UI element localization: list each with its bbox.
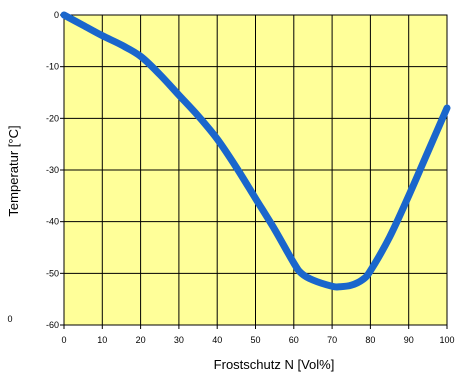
y-axis-label: Temperatur [°C] xyxy=(6,125,21,216)
series-line xyxy=(60,11,451,291)
y-tick-label: -30 xyxy=(46,165,59,175)
x-tick-label: 80 xyxy=(365,335,375,345)
y-tick-label: 0 xyxy=(54,10,59,20)
x-tick-label: 0 xyxy=(61,335,66,345)
x-tick-label: 30 xyxy=(174,335,184,345)
x-tick-label: 100 xyxy=(439,335,454,345)
x-axis-ticks: 0 10 20 30 40 50 60 70 80 90 100 xyxy=(61,325,455,345)
y-tick-label: -60 xyxy=(46,320,59,330)
x-tick-label: 70 xyxy=(327,335,337,345)
x-tick-label: 20 xyxy=(136,335,146,345)
x-tick-label: 60 xyxy=(289,335,299,345)
y-tick-label: -40 xyxy=(46,217,59,227)
x-tick-label: 40 xyxy=(212,335,222,345)
y-tick-label: -10 xyxy=(46,62,59,72)
x-axis-label: Frostschutz N [Vol%] xyxy=(214,357,335,372)
y-axis-ticks: 0 -10 -20 -30 -40 -50 -60 xyxy=(46,10,64,330)
y-tick-label: -50 xyxy=(46,268,59,278)
stray-label: 0 xyxy=(7,314,12,324)
x-tick-label: 90 xyxy=(404,335,414,345)
x-tick-label: 50 xyxy=(250,335,260,345)
y-tick-label: -20 xyxy=(46,113,59,123)
x-tick-label: 10 xyxy=(97,335,107,345)
